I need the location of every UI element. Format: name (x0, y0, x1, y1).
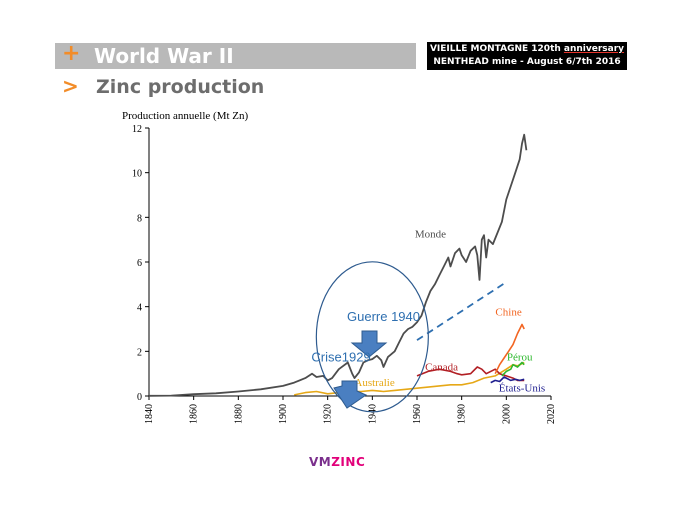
badge-line1-underlined: anniversary (563, 44, 625, 54)
up-arrow-icon (333, 380, 368, 409)
x-tick-label: 1860 (189, 404, 200, 424)
chart-series (148, 133, 528, 397)
down-arrow-icon (350, 330, 388, 358)
annotation-label: Crise1929 (311, 349, 370, 364)
series-label: États-Unis (499, 383, 545, 395)
slide-title: World War II (94, 44, 234, 68)
title-bar (55, 43, 416, 69)
x-tick-label: 1960 (412, 404, 423, 424)
chevron-right-icon: > (62, 74, 79, 98)
series-line-4 (294, 361, 525, 396)
series-line-3 (416, 366, 525, 382)
y-tick-label: 2 (137, 347, 142, 358)
y-tick-label: 12 (132, 124, 142, 135)
y-tick-label: 0 (137, 392, 142, 403)
series-label: Australie (354, 377, 394, 389)
y-tick-label: 4 (137, 303, 142, 314)
series-line-5 (490, 376, 525, 384)
plus-icon: + (62, 41, 81, 66)
series-label: Monde (415, 228, 446, 240)
x-tick-label: 2000 (501, 404, 512, 424)
chart-annotations: Guerre 1940 Crise1929 (311, 261, 429, 413)
highlight-ellipse (315, 261, 429, 413)
badge-line1-prefix: VIEILLE MONTAGNE 120th (429, 44, 564, 54)
chart-axes: 0 2 4 6 8 10 12 1840 1860 1880 1900 1920 1940 1960 198… (132, 124, 557, 424)
slide-subtitle: Zinc production (96, 76, 265, 98)
y-tick-label: 10 (132, 169, 142, 180)
series-line-1 (494, 323, 525, 375)
logo-zinc: ZINC (331, 455, 366, 469)
chart-labels: Monde Chine Pérou Canada Australie États-Unis (354, 228, 545, 394)
y-tick-label: 8 (137, 213, 142, 224)
logo-vm: VM (309, 455, 332, 469)
series-line-2 (501, 361, 525, 377)
series-label: Canada (425, 361, 458, 373)
x-tick-label: 1840 (144, 404, 155, 424)
annotation-label: Guerre 1940 (347, 309, 420, 324)
y-tick-label: 6 (137, 258, 142, 269)
x-tick-label: 1900 (278, 404, 289, 424)
vmzinc-logo: VMZINC (309, 455, 365, 469)
x-tick-label: 1940 (367, 404, 378, 424)
x-tick-label: 1880 (233, 404, 244, 424)
trend-line (416, 281, 507, 341)
badge-line2: NENTHEAD mine - August 6/7th 2016 (433, 57, 621, 67)
series-label: Chine (495, 307, 521, 319)
x-tick-label: 1920 (323, 404, 334, 424)
event-badge: VIEILLE MONTAGNE 120th anniversary NENTH… (427, 42, 627, 70)
series-line-0 (148, 133, 528, 397)
x-tick-label: 2020 (546, 404, 557, 424)
y-axis-label: Production annuelle (Mt Zn) (122, 110, 249, 122)
x-tick-label: 1980 (457, 404, 468, 424)
series-label: Pérou (507, 351, 533, 363)
